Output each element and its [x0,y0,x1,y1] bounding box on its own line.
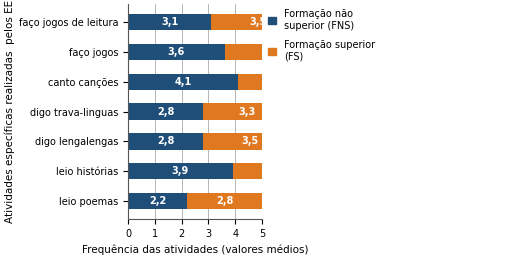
Bar [203,133,297,150]
Legend: Formação não
superior (FNS), Formação superior
(FS): Formação não superior (FNS), Formação su… [268,9,375,62]
Text: 3,9: 3,9 [268,47,286,57]
Text: 3,9: 3,9 [172,166,189,176]
Text: 3,5: 3,5 [249,17,267,27]
Text: 3,3: 3,3 [238,107,256,117]
Bar [128,44,224,60]
Bar [211,14,305,30]
Text: 3,6: 3,6 [168,47,185,57]
Bar [128,74,238,90]
X-axis label: Frequência das atividades (valores médios): Frequência das atividades (valores médio… [82,244,308,255]
Text: 4,2: 4,2 [286,77,303,87]
Text: 2,8: 2,8 [157,136,174,146]
Y-axis label: Atividades específicas realizadas  pelos EE: Atividades específicas realizadas pelos … [4,0,15,223]
Text: 3,1: 3,1 [161,17,178,27]
Bar [203,103,291,120]
Text: 2,8: 2,8 [216,196,233,206]
Bar [128,193,187,209]
Bar [128,163,233,179]
Bar [238,74,350,90]
Bar [128,133,203,150]
Bar [187,193,262,209]
Bar [128,14,211,30]
Bar [224,44,329,60]
Text: 2,2: 2,2 [149,196,166,206]
Bar [233,163,350,179]
Text: 3,5: 3,5 [241,136,258,146]
Text: 4,4: 4,4 [283,166,300,176]
Text: 4,1: 4,1 [174,77,191,87]
Text: 2,8: 2,8 [157,107,174,117]
Bar [128,103,203,120]
